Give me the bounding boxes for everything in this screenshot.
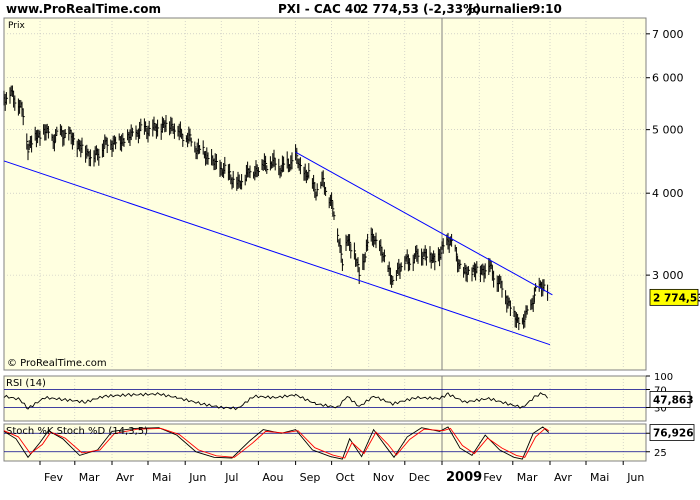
last-price-label: 2 774,53	[653, 292, 700, 304]
time-axis-tick-label: Mai	[590, 471, 609, 484]
stoch-axis-tick-label: 25	[654, 448, 667, 459]
price-axis-tick-label: 4 000	[652, 187, 684, 200]
time-axis-tick-label: Sep	[300, 471, 321, 484]
price-change: 2 774,53 (-2,33%)	[360, 2, 481, 16]
stoch-panel-label: Stoch %K Stoch %D (14,3,5)	[6, 426, 148, 437]
time-axis-tick-label: Mai	[152, 471, 171, 484]
stoch-last-marker	[649, 424, 695, 441]
last-price-marker	[649, 288, 699, 306]
time-axis-tick-label: Mar	[517, 471, 538, 484]
rsi-axis-tick-label: 30	[654, 404, 667, 415]
panel-rsi-background	[3, 375, 647, 422]
time-axis-tick-label: Fev	[483, 471, 502, 484]
time-axis-tick-label: Fev	[44, 471, 63, 484]
rsi-last-marker	[649, 391, 691, 408]
instrument-title: PXI - CAC 40	[278, 2, 362, 16]
site-name[interactable]: www.ProRealTime.com	[6, 2, 161, 16]
stoch-k-line	[3, 426, 550, 460]
time-axis-tick-label: Nov	[373, 471, 395, 484]
trendline	[3, 160, 551, 346]
watermark: © ProRealTime.com	[7, 358, 107, 369]
time-axis-tick-label: Jul	[224, 471, 238, 484]
trendline	[295, 151, 553, 296]
rsi-axis-tick-label: 70	[654, 386, 667, 397]
time-label: 9:10	[532, 2, 562, 16]
stoch-last-label: 76,926	[653, 428, 694, 440]
price-axis-tick-label: 7 000	[652, 28, 684, 41]
rsi-axis-tick-label: 100	[654, 372, 673, 383]
price-axis-tick-label: 5 000	[652, 124, 684, 137]
time-axis-tick-label: Avr	[554, 471, 572, 484]
time-axis-tick-label: Aou	[262, 471, 283, 484]
rsi-last-label: 47,863	[653, 394, 694, 406]
period-label: Journalier	[468, 2, 535, 16]
time-axis-tick-label: Dec	[409, 471, 430, 484]
time-axis-tick-label: Jun	[188, 471, 206, 484]
rsi-panel-label: RSI (14)	[6, 378, 46, 389]
price-axis-tick-label: 6 000	[652, 72, 684, 85]
stoch-d-line	[3, 427, 550, 459]
time-axis-tick-label: Jun	[626, 471, 644, 484]
time-axis-tick-label: Oct	[336, 471, 356, 484]
rsi-line	[3, 392, 548, 411]
time-axis-tick-label: Mar	[79, 471, 100, 484]
panel-price-background	[3, 17, 647, 371]
time-axis-tick-label: Avr	[116, 471, 134, 484]
time-axis-tick-label: 2009	[446, 470, 482, 485]
price-axis-tick-label: 3 000	[652, 269, 684, 282]
price-panel-label: Prix	[8, 21, 25, 31]
